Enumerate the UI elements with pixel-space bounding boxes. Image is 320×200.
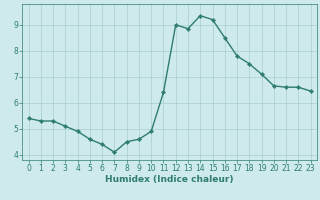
X-axis label: Humidex (Indice chaleur): Humidex (Indice chaleur) (105, 175, 234, 184)
